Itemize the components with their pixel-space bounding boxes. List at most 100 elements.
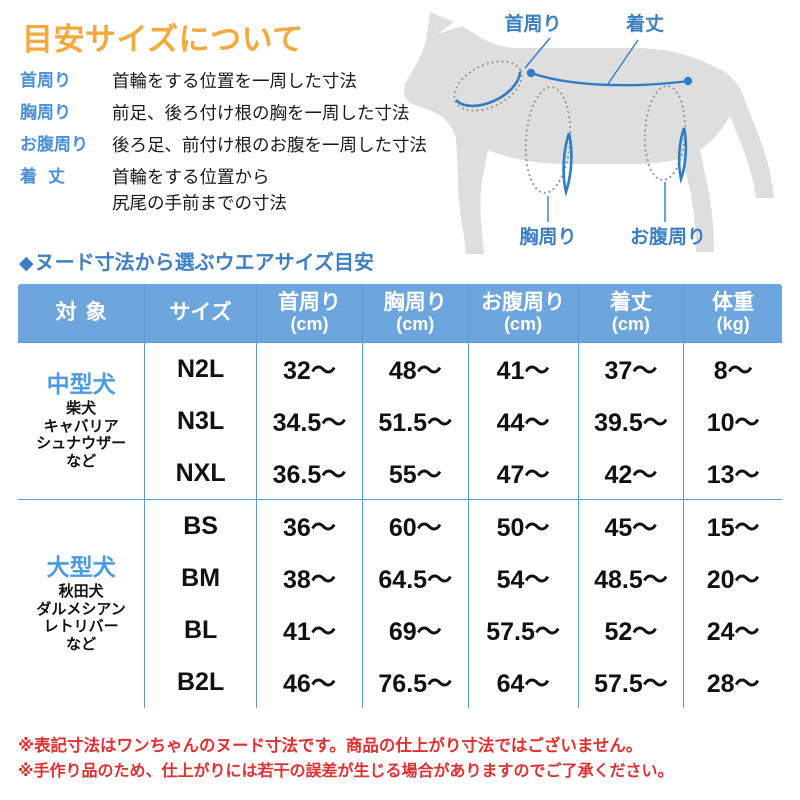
- column-header-length-unit: (cm): [611, 313, 650, 334]
- cell-belly: 44～: [467, 395, 579, 447]
- table-row: N3L 34.5～ 51.5～ 44～ 39.5～ 10～: [18, 395, 782, 447]
- cell-neck: 36.5～: [256, 447, 363, 500]
- table-header-row: 対象 サイズ 首周り (cm) 胸周り (cm) お腹周り: [18, 284, 782, 343]
- legend-item-belly: お腹周り 後ろ足、前付け根のお腹を一周した寸法: [20, 132, 427, 159]
- dog-silhouette-shape: [404, 12, 774, 254]
- cell-weight: 15～: [683, 499, 782, 552]
- column-header-chest-label: 胸周り: [383, 291, 447, 315]
- legend-term-neck: 首周り: [20, 71, 71, 90]
- table-header: 対象 サイズ 首周り (cm) 胸周り (cm) お腹周り: [18, 284, 782, 343]
- cell-size: BL: [144, 604, 258, 656]
- cell-weight: 20～: [683, 552, 782, 604]
- diagram-label-chest: 胸周り: [519, 225, 576, 248]
- cell-belly: 64～: [467, 656, 579, 708]
- table-row: BM 38～ 64.5～ 54～ 48.5～ 20～: [18, 552, 782, 604]
- belly-measure-ellipse-front: [677, 127, 688, 184]
- footer-note-1: ※表記寸法はワンちゃんのヌード寸法です。商品の仕上がり寸法ではございません。: [18, 737, 643, 755]
- column-header-neck-unit: (cm): [290, 313, 329, 334]
- cell-neck: 36～: [256, 499, 363, 552]
- page-title: 目安サイズについて: [22, 22, 304, 57]
- legend-item-chest: 胸周り 前足、後ろ付け根の胸を一周した寸法: [20, 100, 427, 127]
- cell-chest: 55～: [361, 447, 469, 500]
- cell-neck: 46～: [256, 656, 363, 708]
- cell-size: BS: [144, 499, 258, 552]
- legend-term-length: 着丈: [20, 167, 76, 186]
- cell-length: 39.5～: [577, 395, 685, 447]
- chest-measure-ellipse-front: [562, 132, 573, 197]
- cell-neck: 32～: [256, 342, 363, 395]
- cell-belly: 50～: [467, 499, 579, 552]
- legend-desc-length: 首輪をする位置から 尻尾の手前までの寸法: [112, 167, 287, 213]
- column-header-size-label: サイズ: [169, 300, 232, 324]
- cell-length: 57.5～: [577, 656, 685, 708]
- cell-length: 45～: [577, 499, 685, 552]
- cell-size: N3L: [144, 395, 258, 447]
- column-header-neck-label: 首周り: [277, 291, 341, 315]
- length-start-dot: [526, 68, 536, 78]
- section-heading-text: ヌード寸法から選ぶウエアサイズ目安: [34, 252, 375, 274]
- dog-measurement-diagram: 首周り 着丈 胸周り お腹周り: [404, 12, 774, 254]
- diagram-label-belly: お腹周り: [630, 225, 706, 248]
- table-row: 中型犬 柴犬 キャバリア シュナウザー など N2L 32～ 48～ 41～ 3…: [18, 342, 782, 500]
- dog-ear-shape: [430, 12, 454, 34]
- footer-note-2: ※手作り品のため、仕上がりには若干の誤差が生じる場合がありますのでご了承ください…: [18, 763, 674, 781]
- cell-length: 48.5～: [577, 552, 685, 604]
- column-header-length: 着丈 (cm): [577, 284, 685, 343]
- diagram-label-length: 着丈: [626, 12, 664, 35]
- table-row: B2L 46～ 76.5～ 64～ 57.5～ 28～: [18, 656, 782, 708]
- legend-term-chest: 胸周り: [20, 103, 71, 122]
- column-header-size: サイズ: [144, 284, 258, 343]
- cell-length: 37～: [577, 342, 685, 395]
- neck-measure-ellipse-back: [453, 60, 523, 112]
- cell-size: BM: [144, 552, 258, 604]
- legend-term-belly: お腹周り: [20, 135, 88, 154]
- diamond-bullet-icon: ◆: [19, 253, 34, 274]
- cell-chest: 69～: [361, 604, 469, 656]
- column-header-belly-unit: (cm): [504, 313, 543, 334]
- cell-size: N2L: [144, 342, 258, 395]
- cell-neck: 41～: [256, 604, 363, 656]
- footer-notes: ※表記寸法はワンちゃんのヌード寸法です。商品の仕上がり寸法ではございません。 ※…: [18, 733, 674, 785]
- cell-length: 52～: [577, 604, 685, 656]
- cell-size: B2L: [144, 656, 258, 708]
- group-breeds-medium: 柴犬 キャバリア シュナウザー など: [36, 399, 127, 470]
- column-header-neck: 首周り (cm): [256, 284, 363, 343]
- size-table-container: 対象 サイズ 首周り (cm) 胸周り (cm) お腹周り: [17, 283, 783, 709]
- column-header-target-label: 対象: [55, 300, 116, 324]
- column-header-chest: 胸周り (cm): [361, 284, 469, 343]
- cell-chest: 48～: [361, 342, 469, 395]
- column-header-belly-label: お腹周り: [481, 291, 566, 315]
- group-cell-medium: 中型犬 柴犬 キャバリア シュナウザー など: [18, 342, 146, 500]
- cell-belly: 57.5～: [467, 604, 579, 656]
- column-header-weight: 体重 (kg): [683, 284, 782, 343]
- cell-chest: 60～: [361, 499, 469, 552]
- legend-desc-chest: 前足、後ろ付け根の胸を一周した寸法: [112, 103, 410, 123]
- cell-length: 42～: [577, 447, 685, 500]
- group-cell-large: 大型犬 秋田犬 ダルメシアン レトリバー など: [18, 499, 146, 708]
- group-title-medium: 中型犬: [46, 371, 116, 398]
- cell-neck: 38～: [256, 552, 363, 604]
- cell-size: NXL: [144, 447, 258, 500]
- length-leader-line: [607, 39, 639, 85]
- cell-weight: 10～: [683, 395, 782, 447]
- table-body: 中型犬 柴犬 キャバリア シュナウザー など N2L 32～ 48～ 41～ 3…: [18, 342, 782, 708]
- column-header-belly: お腹周り (cm): [467, 284, 579, 343]
- table-row: BL 41～ 69～ 57.5～ 52～ 24～: [18, 604, 782, 656]
- table-row: 大型犬 秋田犬 ダルメシアン レトリバー など BS 36～ 60～ 50～ 4…: [18, 499, 782, 708]
- section-heading: ◆ヌード寸法から選ぶウエアサイズ目安: [19, 246, 374, 275]
- group-breeds-large: 秋田犬 ダルメシアン レトリバー など: [36, 582, 126, 653]
- legend-desc-neck: 首輪をする位置を一周した寸法: [112, 71, 357, 91]
- length-end-dot: [683, 76, 693, 86]
- column-header-weight-label: 体重: [712, 291, 755, 315]
- neck-measure-ellipse-front: [455, 71, 522, 108]
- cell-weight: 8～: [683, 342, 782, 395]
- cell-weight: 24～: [683, 604, 782, 656]
- diagram-label-neck: 首周り: [504, 12, 561, 35]
- cell-neck: 34.5～: [256, 395, 363, 447]
- cell-belly: 47～: [467, 447, 579, 500]
- measurement-legend: 首周り 首輪をする位置を一周した寸法 胸周り 前足、後ろ付け根の胸を一周した寸法…: [20, 68, 427, 223]
- cell-weight: 28～: [683, 656, 782, 708]
- group-title-large: 大型犬: [46, 554, 116, 581]
- cell-chest: 76.5～: [361, 656, 469, 708]
